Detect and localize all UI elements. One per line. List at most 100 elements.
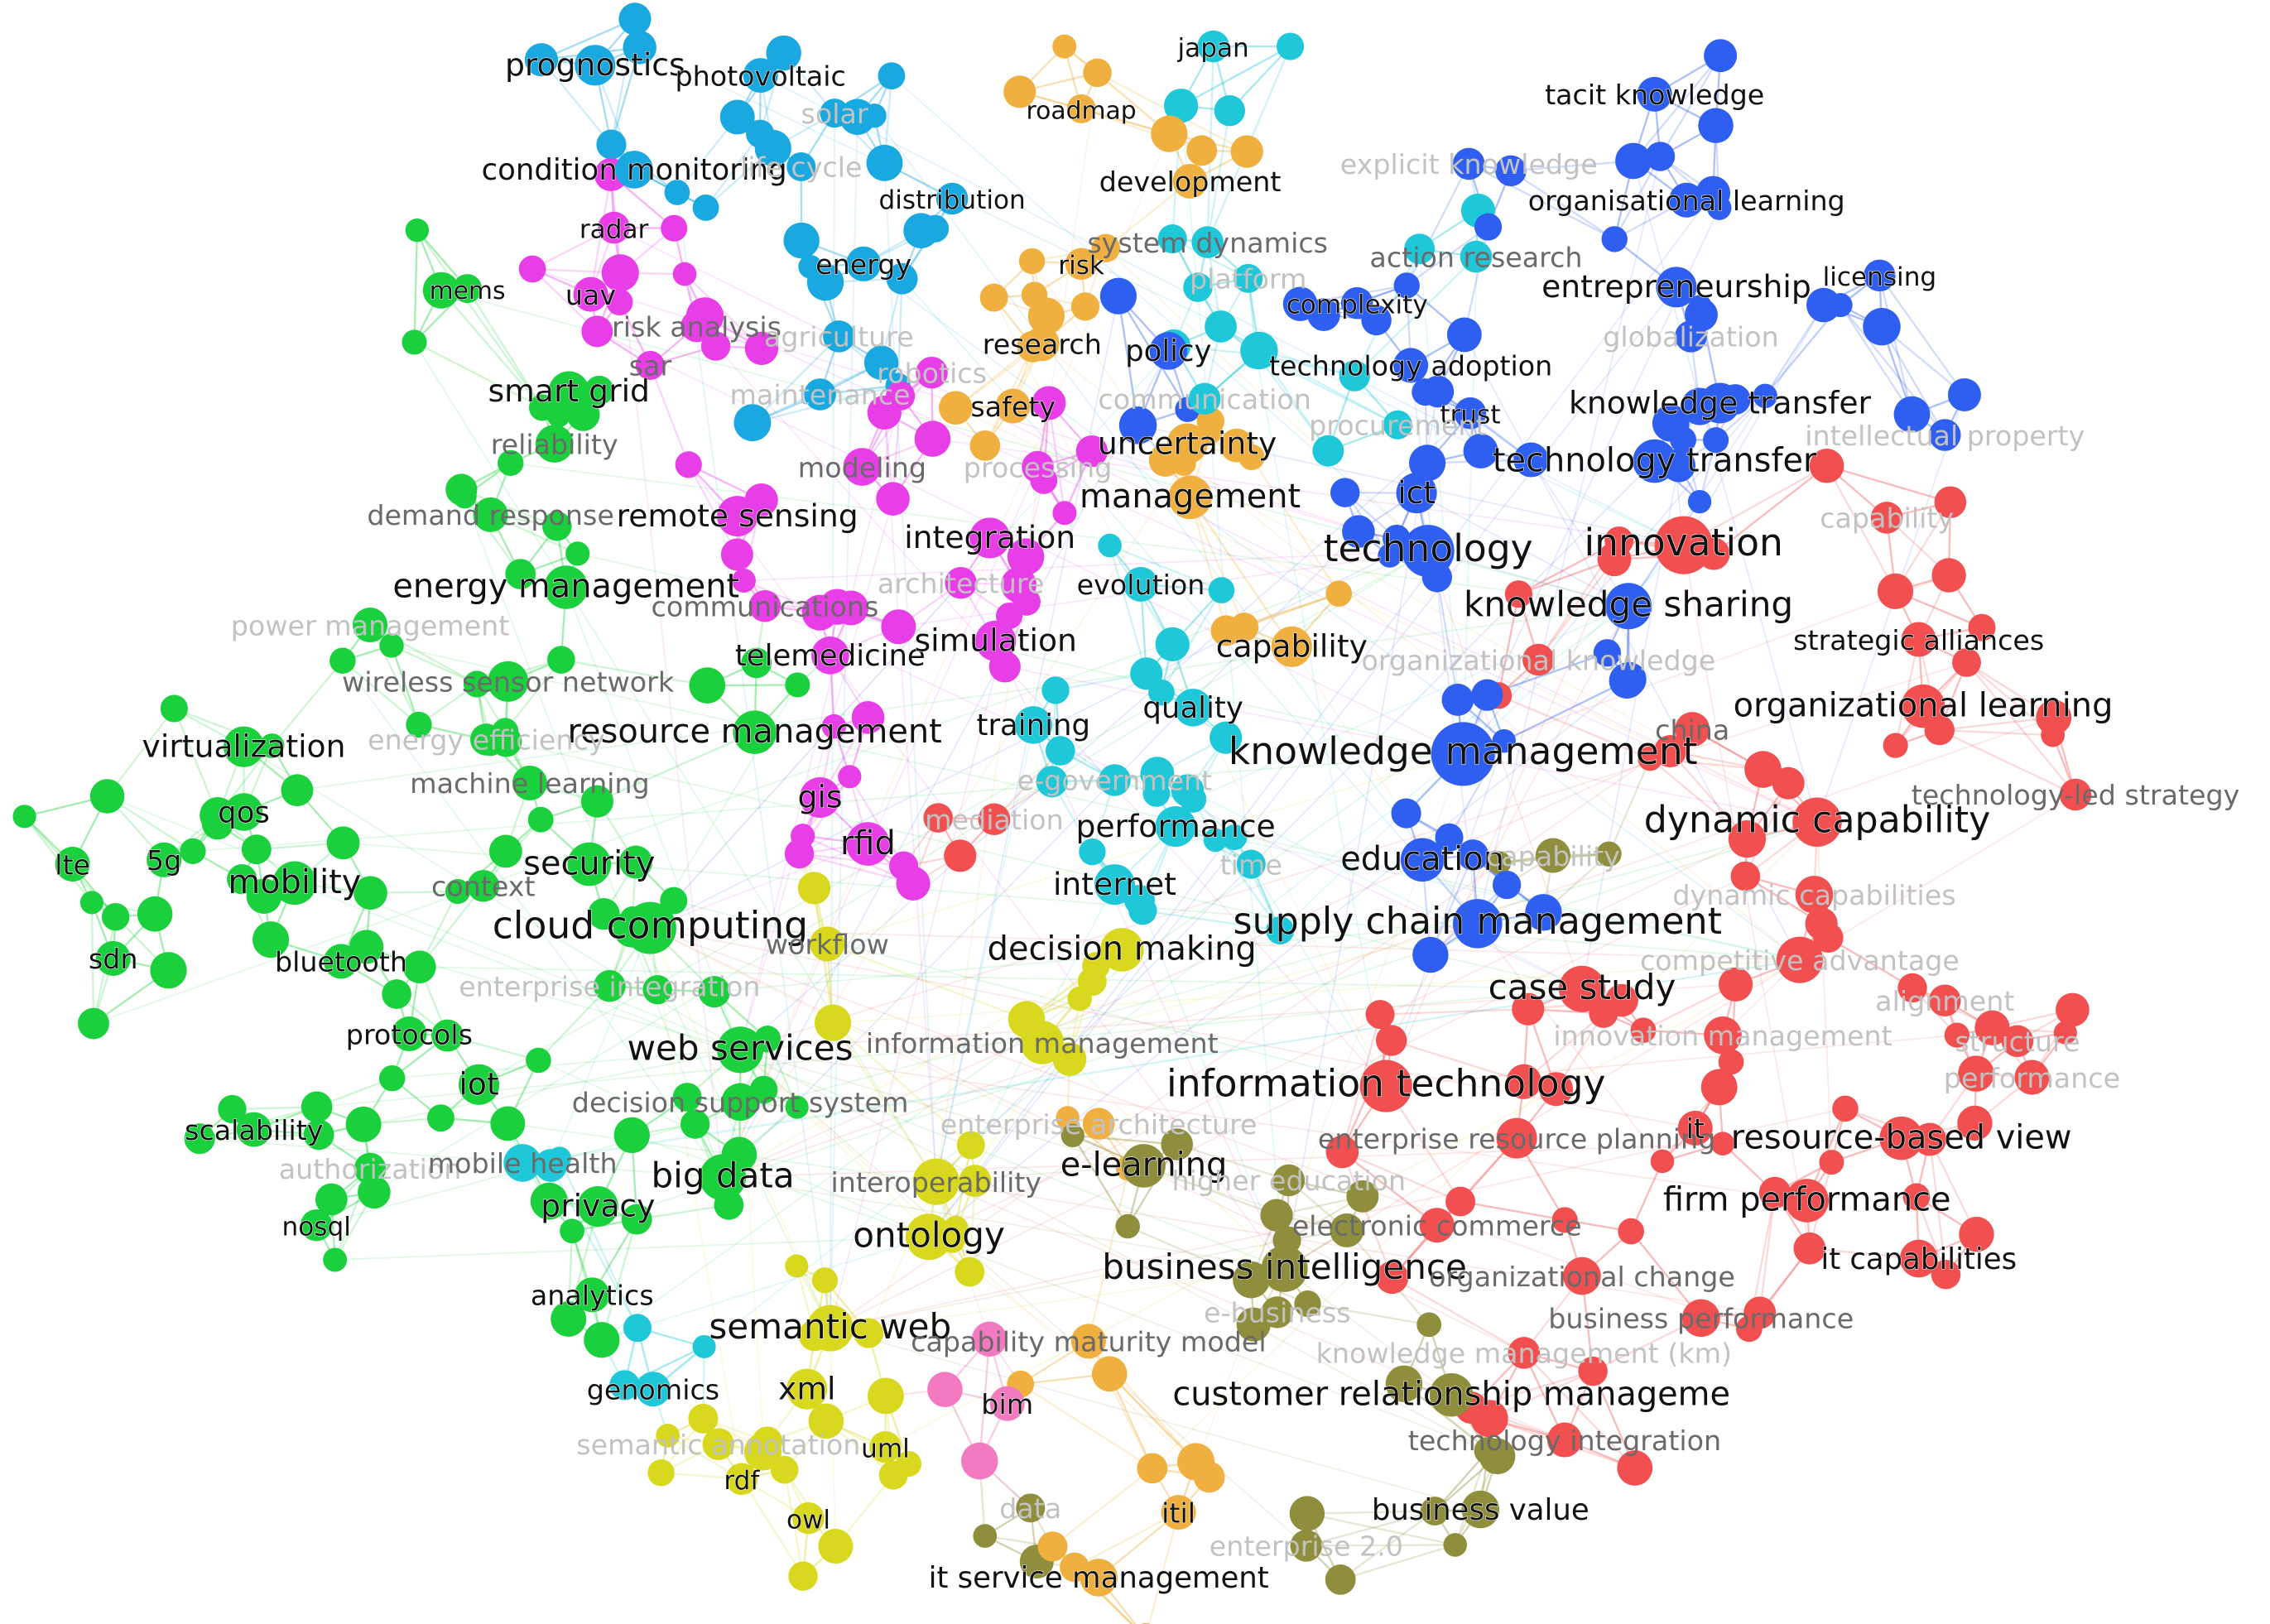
keyword-label: virtualization — [142, 728, 346, 764]
keyword-node-rfid — [846, 822, 890, 866]
network-node — [979, 283, 1008, 312]
network-node — [601, 254, 639, 292]
keyword-node-architecture — [945, 566, 977, 599]
keyword-node-strategic-alliances — [1901, 622, 1936, 657]
keyword-node-knowledge-sharing — [1605, 583, 1652, 630]
keyword-node-information-management — [1020, 1021, 1065, 1064]
network-node — [623, 1314, 652, 1343]
co-occurrence-edge — [1341, 1151, 1438, 1227]
co-occurrence-edge — [637, 1204, 729, 1221]
network-node — [1060, 1123, 1085, 1148]
keyword-label: data — [999, 1492, 1061, 1525]
network-node — [1378, 543, 1402, 568]
network-node — [1931, 1259, 1961, 1290]
co-occurrence-edge — [883, 162, 937, 1182]
keyword-node-internet — [1094, 864, 1135, 906]
keyword-node-dynamic-capabilities — [1795, 876, 1834, 914]
network-node — [1471, 679, 1503, 711]
keyword-node-semantic-web — [806, 1304, 854, 1352]
keyword-label: enterprise 2.0 — [1210, 1530, 1403, 1563]
keyword-node-policy — [1149, 332, 1188, 370]
network-node — [1645, 142, 1676, 171]
keyword-label: analytics — [531, 1280, 654, 1312]
co-occurrence-edge — [649, 365, 690, 465]
co-occurrence-edge — [832, 1022, 937, 1183]
keyword-label: quality — [1142, 691, 1243, 725]
keyword-node-capability2 — [1535, 838, 1570, 873]
network-node — [731, 569, 756, 593]
network-node — [1718, 1049, 1744, 1075]
keyword-node-resource-based-view — [1879, 1116, 1923, 1160]
keyword-label: reliability — [491, 428, 618, 460]
keyword-node-development — [1172, 163, 1208, 199]
network-node — [1512, 992, 1545, 1026]
keyword-node-entrepreneurship — [1656, 267, 1697, 308]
network-node — [1479, 1438, 1516, 1475]
co-occurrence-edge — [1462, 574, 1950, 755]
network-node — [1018, 247, 1046, 275]
keyword-label: xml — [778, 1370, 835, 1406]
keyword-node-time — [1236, 849, 1266, 879]
network-node — [1128, 896, 1157, 925]
keyword-node-maintenance — [804, 378, 836, 411]
co-occurrence-edge — [1503, 680, 1628, 742]
keyword-label: owl — [786, 1505, 830, 1535]
keyword-node-technology — [1402, 525, 1455, 578]
keyword-node-e-government — [1099, 764, 1131, 796]
network-node — [1091, 233, 1120, 262]
co-occurrence-edge — [537, 985, 611, 1061]
keyword-label: information technology — [1166, 1061, 1605, 1105]
co-occurrence-edge — [1087, 1167, 1130, 1342]
co-occurrence-edge — [1939, 728, 2053, 737]
keyword-node-procurement — [1383, 410, 1412, 440]
co-occurrence-edge — [506, 740, 1583, 990]
co-occurrence-edge — [898, 550, 1429, 628]
network-node — [353, 876, 387, 910]
co-occurrence-edge — [1503, 678, 1630, 742]
network-node — [886, 262, 918, 295]
co-occurrence-edge — [1385, 559, 1615, 1087]
co-occurrence-edge — [901, 278, 1479, 925]
network-node — [1155, 627, 1190, 661]
network-node — [259, 733, 285, 758]
keyword-node-china — [1675, 712, 1710, 747]
co-occurrence-edge — [1682, 545, 1811, 1249]
network-node — [301, 1091, 333, 1123]
co-occurrence-edge — [1041, 923, 1478, 1044]
keyword-node-big-data — [700, 1154, 747, 1201]
co-occurrence-edge — [1105, 247, 1429, 552]
keyword-label: life cycle — [740, 151, 862, 184]
keyword-label: capability — [1216, 628, 1368, 665]
co-occurrence-edge — [1341, 1151, 1438, 1227]
keyword-node-privacy — [577, 1185, 618, 1228]
co-occurrence-edge — [743, 550, 1429, 582]
network-node — [785, 1254, 809, 1278]
network-node — [137, 896, 173, 932]
network-node — [490, 1106, 526, 1141]
network-node — [405, 218, 430, 243]
co-occurrence-edge — [577, 553, 1464, 755]
keyword-label: training — [977, 709, 1090, 742]
network-node — [914, 420, 951, 457]
network-node — [1277, 32, 1305, 60]
co-occurrence-edge — [722, 716, 2055, 1179]
co-occurrence-edge — [739, 661, 1967, 1051]
keyword-label: agriculture — [764, 321, 914, 353]
keyword-label: safety — [970, 391, 1056, 423]
network-node — [422, 271, 459, 309]
network-node — [1578, 1356, 1608, 1386]
co-occurrence-edge — [1341, 1151, 1461, 1203]
co-occurrence-edge — [1437, 391, 1532, 461]
keyword-label: risk analysis — [612, 310, 782, 343]
co-occurrence-edge — [550, 927, 652, 1166]
network-node — [889, 851, 919, 881]
network-node — [1099, 277, 1137, 315]
network-node — [1813, 922, 1844, 954]
co-occurrence-edge — [600, 1218, 638, 1341]
co-occurrence-edge — [979, 1338, 991, 1462]
keyword-label: technology integration — [1408, 1425, 1721, 1457]
keyword-node-layer — [55, 30, 2092, 1597]
network-node — [1148, 679, 1175, 706]
network-node — [1007, 538, 1045, 575]
network-node — [1137, 1453, 1168, 1484]
